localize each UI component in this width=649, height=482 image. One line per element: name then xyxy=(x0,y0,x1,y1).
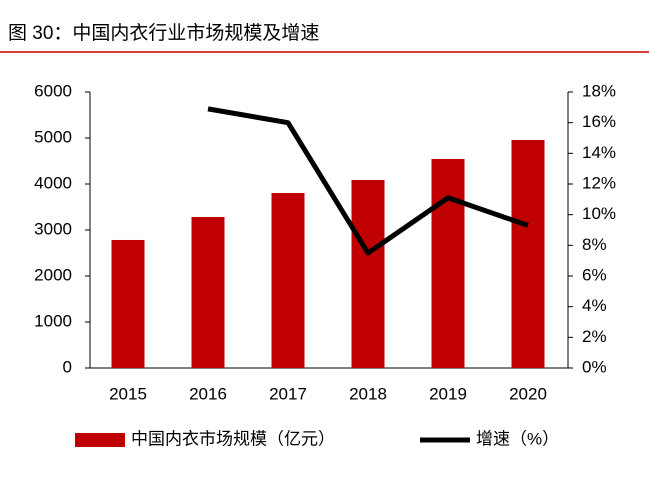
bar xyxy=(511,139,545,368)
legend-label: 中国内衣市场规模（亿元） xyxy=(131,429,335,448)
y2-tick-label: 10% xyxy=(582,204,616,223)
y2-tick-label: 14% xyxy=(582,143,616,162)
x-tick-label: 2017 xyxy=(269,384,307,403)
y-tick-label: 6000 xyxy=(34,81,72,100)
y-tick-label: 0 xyxy=(63,357,72,376)
y-tick-label: 1000 xyxy=(34,311,72,330)
line xyxy=(207,106,529,256)
y-tick-label: 2000 xyxy=(34,265,72,284)
y-tick-label: 3000 xyxy=(34,219,72,238)
y2-tick-label: 18% xyxy=(582,81,616,100)
y2-tick-label: 0% xyxy=(582,357,607,376)
y2-tick-label: 8% xyxy=(582,235,607,254)
bar xyxy=(351,179,385,368)
y2-tick-label: 12% xyxy=(582,173,616,192)
x-tick-label: 2020 xyxy=(509,384,547,403)
bar xyxy=(111,239,145,368)
y2-tick-label: 2% xyxy=(582,327,607,346)
x-tick-label: 2016 xyxy=(189,384,227,403)
y2-tick-label: 6% xyxy=(582,265,607,284)
chart-title: 图 30：中国内衣行业市场规模及增速 xyxy=(8,22,319,44)
x-tick-label: 2019 xyxy=(429,384,467,403)
bar xyxy=(271,193,305,368)
legend-swatch xyxy=(75,433,125,447)
x-tick-label: 2015 xyxy=(109,384,147,403)
y-tick-label: 4000 xyxy=(34,173,72,192)
y-tick-label: 5000 xyxy=(34,127,72,146)
x-tick-label: 2018 xyxy=(349,384,387,403)
y2-tick-label: 16% xyxy=(582,112,616,131)
y2-tick-label: 4% xyxy=(582,296,607,315)
bar xyxy=(431,159,465,368)
bar xyxy=(191,216,225,368)
legend-label: 增速（%） xyxy=(476,429,559,448)
